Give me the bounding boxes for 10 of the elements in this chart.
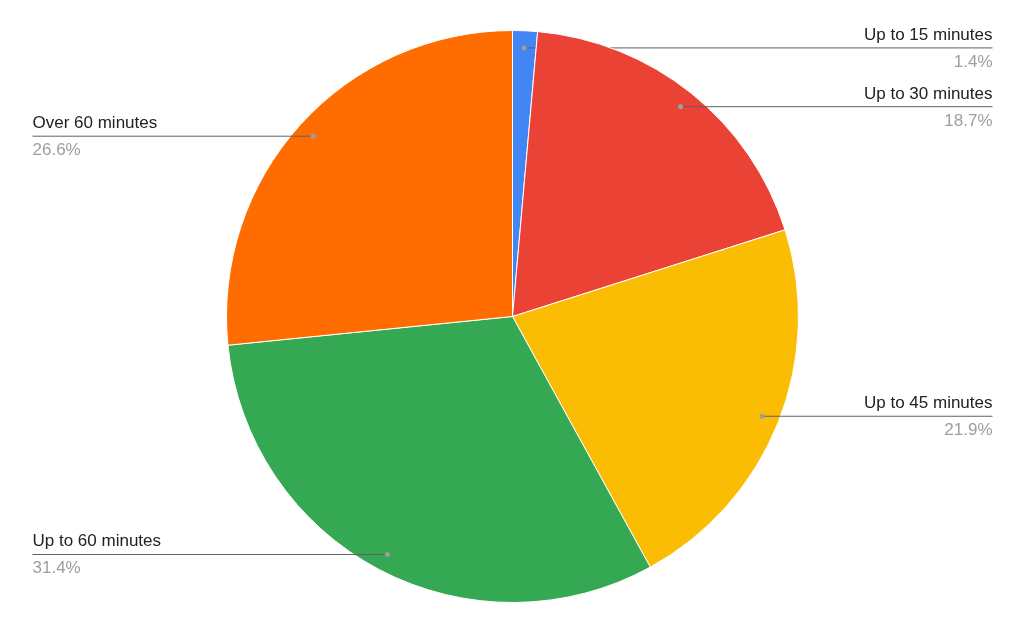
slice-label: Up to 45 minutes	[863, 393, 993, 413]
slice-label: Over 60 minutes	[32, 113, 158, 133]
data-label: 21.9%	[944, 420, 993, 440]
data-label: 1.4%	[953, 51, 993, 71]
slice-label: Up to 60 minutes	[32, 531, 162, 551]
data-label: 31.4%	[32, 558, 81, 578]
data-label: 18.7%	[944, 110, 993, 130]
slice-label: Up to 30 minutes	[863, 83, 993, 103]
data-label: 26.6%	[32, 140, 81, 160]
slice-label: Up to 15 minutes	[863, 24, 993, 44]
